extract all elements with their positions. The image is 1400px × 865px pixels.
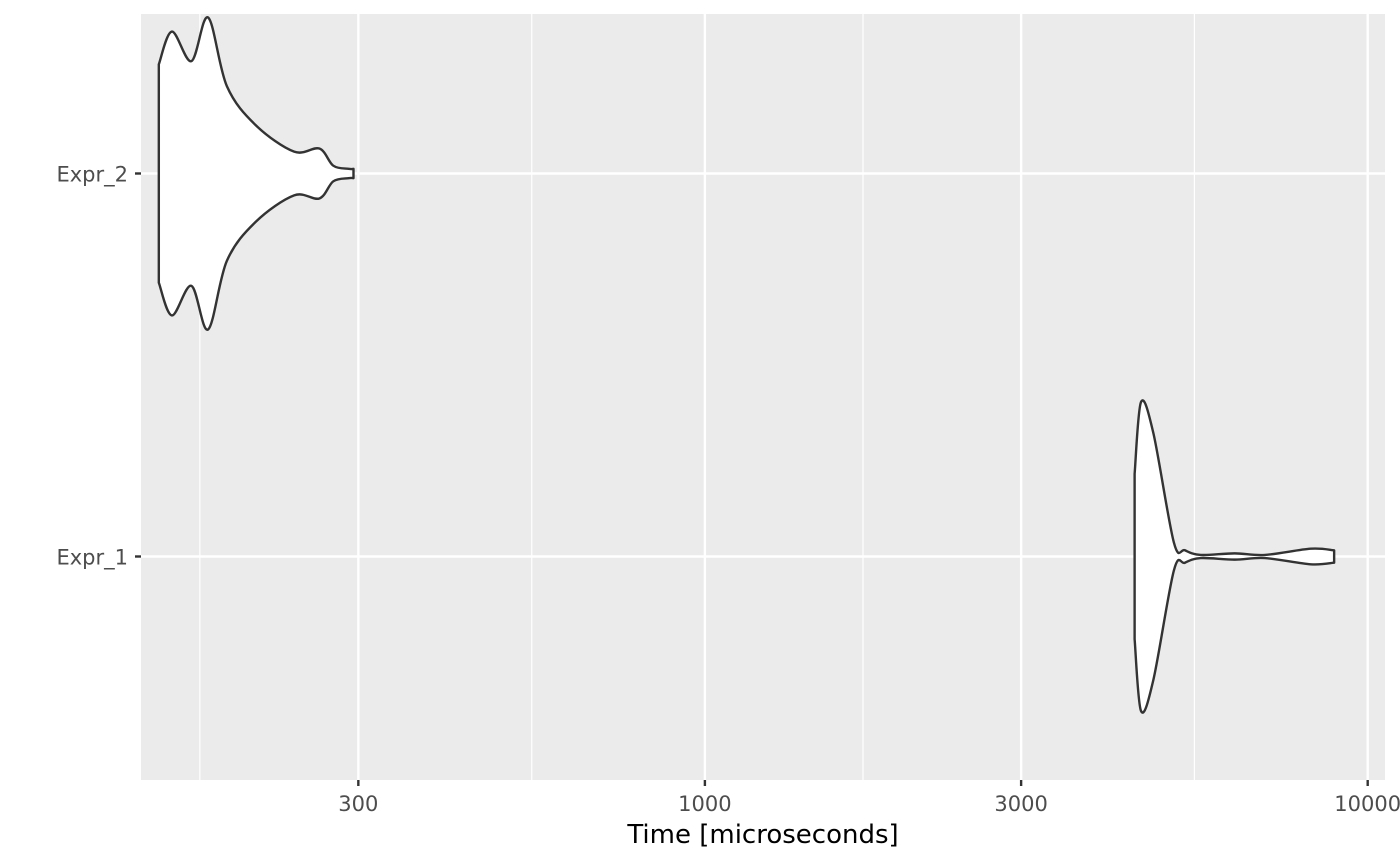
x-tick-label: 1000 (678, 792, 731, 816)
x-tick-label: 300 (338, 792, 378, 816)
x-tick-label: 10000 (1334, 792, 1400, 816)
plot-panel (141, 14, 1385, 780)
minor-gridlines (199, 14, 1195, 780)
x-axis: 300 1000 3000 10000 (338, 780, 1400, 816)
violin-expr-2 (157, 16, 355, 331)
y-tick-label: Expr_2 (56, 163, 128, 188)
violins (157, 16, 1336, 714)
x-tick-label: 3000 (994, 792, 1047, 816)
y-axis: Expr_1 Expr_2 (56, 163, 141, 571)
x-axis-title: Time [microseconds] (626, 820, 898, 850)
y-tick-label: Expr_1 (56, 546, 128, 571)
violin-expr-1 (1133, 399, 1336, 714)
